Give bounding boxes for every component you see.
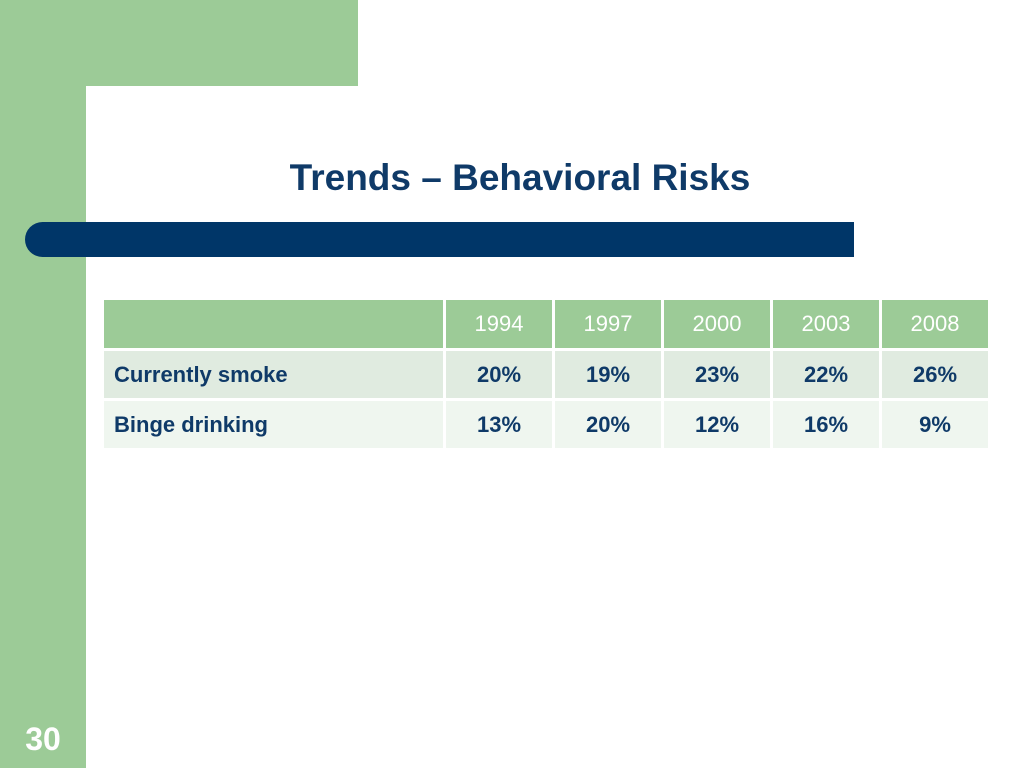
table-corner-cell bbox=[104, 300, 443, 348]
table-cell: 9% bbox=[882, 401, 988, 448]
table-cell: 20% bbox=[555, 401, 661, 448]
table-cell: 22% bbox=[773, 351, 879, 398]
table-header-row: 1994 1997 2000 2003 2008 bbox=[104, 300, 988, 348]
column-header-1994: 1994 bbox=[446, 300, 552, 348]
column-header-2008: 2008 bbox=[882, 300, 988, 348]
title-underline-bar bbox=[25, 222, 854, 257]
behavioral-risks-table: 1994 1997 2000 2003 2008 Currently smoke… bbox=[101, 297, 991, 451]
table-cell: 13% bbox=[446, 401, 552, 448]
left-green-band bbox=[0, 0, 86, 768]
row-label-binge-drinking: Binge drinking bbox=[104, 401, 443, 448]
row-label-currently-smoke: Currently smoke bbox=[104, 351, 443, 398]
table-cell: 23% bbox=[664, 351, 770, 398]
column-header-2003: 2003 bbox=[773, 300, 879, 348]
table-cell: 20% bbox=[446, 351, 552, 398]
slide-number: 30 bbox=[25, 721, 61, 757]
table-cell: 26% bbox=[882, 351, 988, 398]
table-row: Binge drinking 13% 20% 12% 16% 9% bbox=[104, 401, 988, 448]
table-cell: 19% bbox=[555, 351, 661, 398]
top-green-band bbox=[0, 0, 358, 86]
table-cell: 12% bbox=[664, 401, 770, 448]
column-header-2000: 2000 bbox=[664, 300, 770, 348]
table-row: Currently smoke 20% 19% 23% 22% 26% bbox=[104, 351, 988, 398]
table-cell: 16% bbox=[773, 401, 879, 448]
column-header-1997: 1997 bbox=[555, 300, 661, 348]
slide-title: Trends – Behavioral Risks bbox=[289, 157, 751, 198]
